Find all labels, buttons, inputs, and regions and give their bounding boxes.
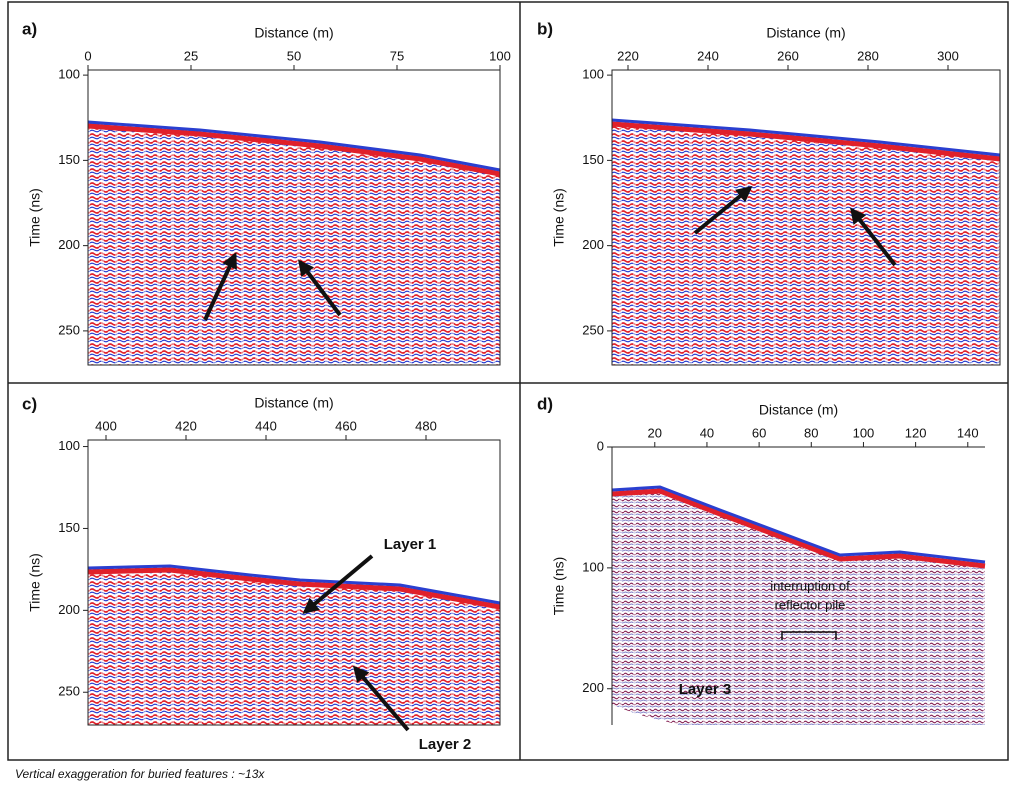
y-tick-label: 150 (58, 520, 80, 535)
x-tick-label: 300 (937, 48, 959, 63)
panel-label: a) (22, 19, 37, 38)
x-tick-label: 25 (184, 48, 198, 63)
surface-reflector (87, 123, 501, 177)
y-axis-title: Time (ns) (551, 188, 567, 247)
y-tick-label: 100 (582, 67, 604, 82)
y-tick-label: 250 (58, 322, 80, 337)
x-tick-label: 120 (905, 425, 927, 440)
y-tick-label: 200 (582, 237, 604, 252)
frame (7, 1, 1009, 761)
surface-reflector (611, 488, 986, 569)
y-tick-label: 250 (58, 684, 80, 699)
y-axis-title: Time (ns) (551, 557, 567, 616)
annotation: Layer 3 (679, 681, 732, 698)
y-tick-label: 100 (58, 438, 80, 453)
x-tick-label: 220 (617, 48, 639, 63)
x-tick-label: 60 (752, 425, 766, 440)
x-tick-label: 140 (957, 425, 979, 440)
y-tick-label: 100 (58, 67, 80, 82)
y-axis-title: Time (ns) (27, 188, 43, 247)
y-tick-label: 150 (582, 152, 604, 167)
plot-frame (87, 439, 501, 726)
annotation: reflector pile (775, 597, 846, 612)
x-tick-label: 240 (697, 48, 719, 63)
x-axis-title: Distance (m) (759, 402, 838, 418)
x-tick-label: 0 (84, 48, 91, 63)
x-tick-label: 420 (175, 418, 197, 433)
x-tick-label: 460 (335, 418, 357, 433)
y-tick-label: 200 (58, 602, 80, 617)
surface-reflector (87, 564, 501, 605)
surface-reflector (87, 120, 501, 172)
radargram-streaks (88, 566, 500, 725)
y-tick-label: 150 (58, 152, 80, 167)
x-tick-label: 80 (804, 425, 818, 440)
x-tick-label: 50 (287, 48, 301, 63)
x-tick-label: 100 (489, 48, 511, 63)
plot-frame (611, 69, 1001, 366)
x-axis-title: Distance (m) (766, 25, 845, 41)
surface-reflector (87, 567, 501, 610)
caption: Vertical exaggeration for buried feature… (15, 767, 265, 781)
x-axis-title: Distance (m) (254, 25, 333, 41)
y-tick-label: 250 (582, 322, 604, 337)
radargram-streaks (88, 122, 500, 365)
annotation: Layer 2 (419, 736, 472, 753)
panel-label: c) (22, 394, 37, 413)
panel-label: d) (537, 394, 553, 413)
arrow (302, 554, 374, 615)
x-tick-label: 280 (857, 48, 879, 63)
x-tick-label: 75 (390, 48, 404, 63)
x-tick-label: 20 (648, 425, 662, 440)
panel-label: b) (537, 19, 553, 38)
arrow (693, 185, 753, 235)
x-tick-label: 400 (95, 418, 117, 433)
bracket (781, 631, 837, 640)
x-axis-title: Distance (m) (254, 395, 333, 411)
y-axis-title: Time (ns) (27, 553, 43, 612)
x-tick-label: 260 (777, 48, 799, 63)
y-tick-label: 200 (58, 237, 80, 252)
y-tick-label: 200 (582, 680, 604, 695)
y-tick-label: 0 (597, 438, 604, 453)
surface-reflector (611, 485, 986, 564)
y-tick-label: 100 (582, 559, 604, 574)
radargram-streaks (612, 487, 985, 725)
x-tick-label: 480 (415, 418, 437, 433)
x-tick-label: 440 (255, 418, 277, 433)
arrow (298, 259, 342, 317)
x-tick-label: 40 (700, 425, 714, 440)
x-tick-label: 100 (853, 425, 875, 440)
surface-reflector (611, 121, 1001, 162)
annotation: interruption of (770, 578, 850, 593)
arrow (352, 665, 410, 732)
annotation: Layer 1 (384, 536, 437, 553)
arrow (203, 252, 237, 321)
radargram-streaks (612, 120, 1000, 365)
surface-reflector (611, 118, 1001, 157)
arrow (850, 207, 897, 267)
